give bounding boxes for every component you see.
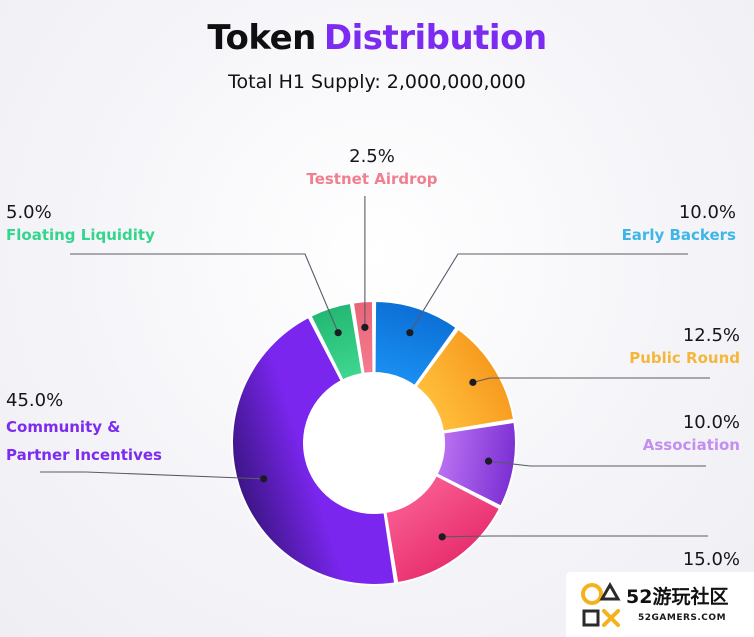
leader-dot-1 <box>469 378 477 386</box>
pct-testnet-airdrop: 2.5% <box>349 146 395 167</box>
slice-community-partner-incentives <box>231 315 397 586</box>
leader-line-2 <box>488 460 706 467</box>
slices-layer <box>231 299 517 586</box>
label-public-round: 12.5% Public Round <box>629 325 740 369</box>
watermark: 52游玩社区 52GAMERS.COM <box>566 572 754 637</box>
name-community-line2: Partner Incentives <box>6 446 162 464</box>
label-early-backers: 10.0% Early Backers <box>622 202 736 246</box>
leader-dot-3 <box>438 533 446 541</box>
leader-dot-0 <box>406 329 414 337</box>
slice-association <box>435 420 517 508</box>
leader-line-5 <box>70 253 339 333</box>
leader-dot-6 <box>361 323 369 331</box>
label-community-partner-incentives: 45.0% Community & Partner Incentives <box>6 390 162 466</box>
leader-line-1 <box>472 377 710 383</box>
slice-fifteen-percent <box>384 473 502 585</box>
chart-title: Token Distribution <box>0 18 754 58</box>
leader-lines-layer <box>40 196 710 541</box>
leader-dot-2 <box>484 457 493 465</box>
watermark-logo-icon <box>581 581 621 627</box>
name-association: Association <box>642 436 740 454</box>
title-token: Token <box>207 18 316 58</box>
name-testnet-airdrop: Testnet Airdrop <box>306 170 438 188</box>
pct-community: 45.0% <box>6 390 64 411</box>
leader-line-3 <box>442 535 708 538</box>
slice-public-round <box>414 327 516 433</box>
slice-floating-liquidity <box>309 301 364 382</box>
leader-line-4 <box>40 471 264 480</box>
label-testnet-airdrop: 2.5% Testnet Airdrop <box>292 146 452 190</box>
chart-subtitle: Total H1 Supply: 2,000,000,000 <box>228 71 526 93</box>
pct-association: 10.0% <box>682 412 740 433</box>
leader-dot-4 <box>260 475 268 483</box>
leader-dot-5 <box>334 329 342 337</box>
donut-hole <box>305 374 443 512</box>
name-early-backers: Early Backers <box>621 226 736 244</box>
name-public-round: Public Round <box>629 349 740 367</box>
name-community-line1: Community & <box>6 418 121 436</box>
pct-public-round: 12.5% <box>682 325 740 346</box>
pct-fifteen: 15.0% <box>682 549 740 570</box>
pct-early-backers: 10.0% <box>678 202 736 223</box>
watermark-brand: 52游玩社区 <box>626 586 729 608</box>
leader-line-0 <box>409 253 688 333</box>
label-floating-liquidity: 5.0% Floating Liquidity <box>6 202 155 246</box>
watermark-site: 52GAMERS.COM <box>638 613 727 623</box>
name-floating-liquidity: Floating Liquidity <box>6 226 155 244</box>
slice-early-backers <box>373 299 458 388</box>
title-distribution: Distribution <box>323 18 547 58</box>
label-fifteen-percent: 15.0% <box>683 549 740 571</box>
slice-testnet-airdrop <box>351 299 375 375</box>
pct-floating-liquidity: 5.0% <box>6 202 52 223</box>
label-association: 10.0% Association <box>643 412 740 456</box>
